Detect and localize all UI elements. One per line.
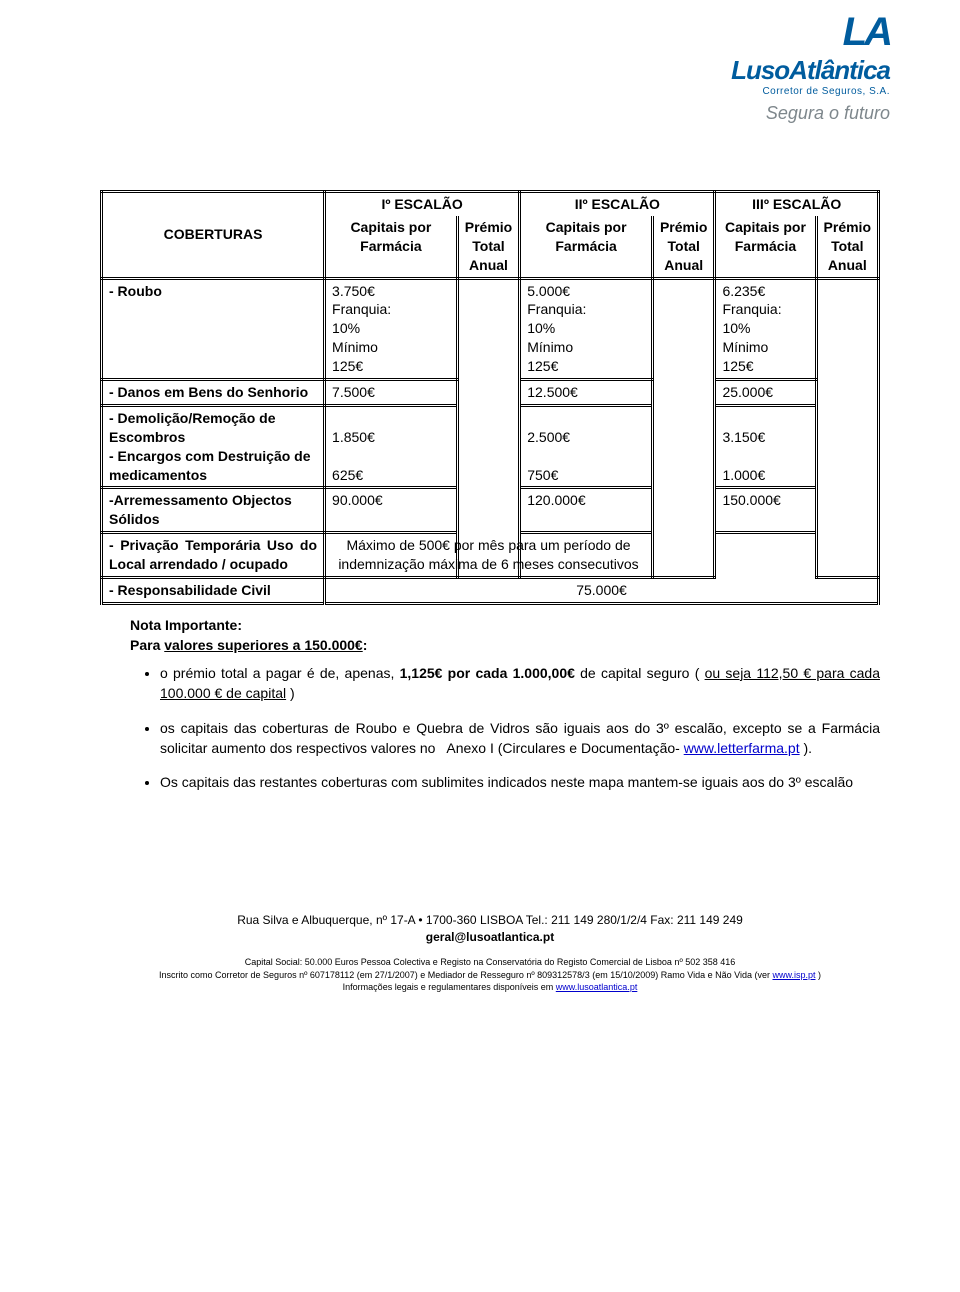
cell-v2a: 2.500€ [527, 429, 570, 445]
row-demolicao-v3: 3.150€ 1.000€ [715, 405, 816, 488]
bullet-1: o prémio total a pagar é de, apenas, 1,1… [160, 663, 880, 704]
row-danos-v1: 7.500€ [325, 380, 458, 406]
row-arrem-v2: 120.000€ [520, 488, 653, 533]
footer-l2a: Inscrito como Corretor de Seguros nº 607… [159, 970, 772, 980]
footer-l3a: Informações legais e regulamentares disp… [343, 982, 556, 992]
row-danos-label: - Danos em Bens do Senhorio [102, 380, 325, 406]
cell-v1b: 625€ [332, 467, 363, 483]
row-priv-label: - Privação Temporária Uso do Local arren… [102, 533, 325, 578]
cell-v3a: 3.150€ [722, 429, 765, 445]
bullet-list: o prémio total a pagar é de, apenas, 1,1… [160, 663, 880, 792]
subheader-cap-3: Capitais por Farmácia [715, 216, 816, 278]
footer-addr-text: Rua Silva e Albuquerque, nº 17-A • 1700-… [237, 913, 743, 927]
row-arrem-v3: 150.000€ [715, 488, 816, 533]
header-coberturas: COBERTURAS [102, 192, 325, 279]
footer-l2b: ) [815, 970, 821, 980]
row-arrem-v1: 90.000€ [325, 488, 458, 533]
note-subtitle-u: valores superiores a 150.000€ [164, 637, 362, 653]
row-demolicao-label2: - Encargos com Destruição de medicamento… [109, 448, 311, 483]
row-resp-label: - Responsabilidade Civil [102, 578, 325, 604]
header-tier-1: Iº ESCALÃO [325, 192, 520, 216]
link-letterfarma[interactable]: www.letterfarma.pt [684, 740, 800, 756]
row-roubo-label: - Roubo [102, 278, 325, 379]
row-resp-merged: 75.000€ [325, 578, 879, 604]
row-roubo-v1: 3.750€ Franquia: 10% Mínimo 125€ [325, 278, 458, 379]
row-demolicao-label: - Demolição/Remoção de Escombros - Encar… [102, 405, 325, 488]
cell-v2b: 750€ [527, 467, 558, 483]
footer-legal: Capital Social: 50.000 Euros Pessoa Cole… [100, 956, 880, 994]
subheader-cap-1: Capitais por Farmácia [325, 216, 458, 278]
footer-address: Rua Silva e Albuquerque, nº 17-A • 1700-… [100, 912, 880, 946]
header-tier-3: IIIº ESCALÃO [715, 192, 879, 216]
link-isp[interactable]: www.isp.pt [772, 970, 815, 980]
coverage-table: COBERTURAS Iº ESCALÃO IIº ESCALÃO IIIº E… [100, 190, 880, 605]
footer-email: geral@lusoatlantica.pt [426, 930, 554, 944]
premium-cell-2 [652, 278, 714, 577]
subheader-prem-2: Prémio Total Anual [652, 216, 714, 278]
note-subtitle: Para valores superiores a 150.000€: [130, 637, 880, 653]
header-tier-2: IIº ESCALÃO [520, 192, 715, 216]
logo-initials: LA [620, 10, 890, 55]
row-danos-v3: 25.000€ [715, 380, 816, 406]
logo-slogan: Segura o futuro [620, 103, 890, 124]
page-footer: Rua Silva e Albuquerque, nº 17-A • 1700-… [100, 912, 880, 993]
cell-v1a: 1.850€ [332, 429, 375, 445]
subheader-prem-1: Prémio Total Anual [457, 216, 519, 278]
company-logo: LA LusoAtlântica Corretor de Seguros, S.… [620, 10, 890, 124]
subheader-prem-3: Prémio Total Anual [816, 216, 878, 278]
logo-subtitle: Corretor de Seguros, S.A. [620, 86, 890, 97]
row-danos-v2: 12.500€ [520, 380, 653, 406]
row-roubo-v3: 6.235€ Franquia: 10% Mínimo 125€ [715, 278, 816, 379]
row-priv-merged: Máximo de 500€ por mês para um período d… [325, 533, 653, 578]
row-demolicao-v2: 2.500€ 750€ [520, 405, 653, 488]
row-demolicao-label1: - Demolição/Remoção de Escombros [109, 410, 276, 445]
row-demolicao-v1: 1.850€ 625€ [325, 405, 458, 488]
cell-v3b: 1.000€ [722, 467, 765, 483]
footer-l1: Capital Social: 50.000 Euros Pessoa Cole… [245, 957, 736, 967]
bullet-2: os capitais das coberturas de Roubo e Qu… [160, 718, 880, 759]
logo-name: LusoAtlântica [620, 55, 890, 86]
premium-cell-3 [816, 278, 878, 577]
row-roubo-v2: 5.000€ Franquia: 10% Mínimo 125€ [520, 278, 653, 379]
row-arrem-label: -Arremessamento Objectos Sólidos [102, 488, 325, 533]
link-luso[interactable]: www.lusoatlantica.pt [556, 982, 638, 992]
note-title: Nota Importante: [130, 617, 880, 633]
bullet-3: Os capitais das restantes coberturas com… [160, 772, 880, 792]
subheader-cap-2: Capitais por Farmácia [520, 216, 653, 278]
